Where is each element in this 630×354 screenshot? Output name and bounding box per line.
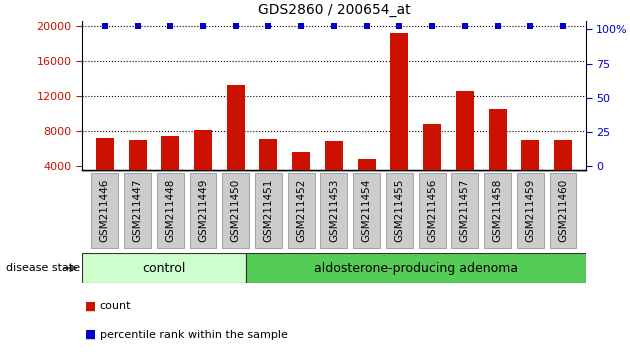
Point	[460, 24, 470, 29]
Point	[362, 24, 372, 29]
FancyBboxPatch shape	[321, 173, 347, 248]
Text: ■: ■	[85, 328, 96, 341]
Text: GSM211460: GSM211460	[558, 179, 568, 242]
Text: GSM211451: GSM211451	[263, 179, 273, 242]
Text: disease state: disease state	[6, 263, 81, 273]
Text: GSM211454: GSM211454	[362, 179, 372, 242]
Bar	[260, 139, 277, 200]
FancyBboxPatch shape	[190, 173, 217, 248]
FancyBboxPatch shape	[353, 173, 380, 248]
Text: GSM211456: GSM211456	[427, 179, 437, 242]
FancyBboxPatch shape	[484, 173, 511, 248]
FancyBboxPatch shape	[255, 173, 282, 248]
FancyBboxPatch shape	[517, 173, 544, 248]
Bar	[391, 33, 408, 200]
Text: GSM211452: GSM211452	[296, 179, 306, 242]
Point	[525, 24, 536, 29]
Bar	[161, 136, 180, 200]
Text: GSM211449: GSM211449	[198, 179, 208, 242]
Text: GSM211450: GSM211450	[231, 179, 241, 242]
Text: GSM211446: GSM211446	[100, 179, 110, 242]
Point	[132, 24, 142, 29]
Bar	[358, 159, 375, 200]
Bar	[227, 85, 244, 200]
Text: GSM211448: GSM211448	[165, 179, 175, 242]
Bar	[423, 124, 441, 200]
Text: GSM211457: GSM211457	[460, 179, 470, 242]
Bar	[292, 153, 310, 200]
Bar	[456, 91, 474, 200]
Text: GSM211455: GSM211455	[394, 179, 404, 242]
Text: GSM211453: GSM211453	[329, 179, 339, 242]
Bar	[82, 253, 246, 283]
Bar	[96, 138, 114, 200]
Text: ■: ■	[85, 300, 96, 313]
FancyBboxPatch shape	[124, 173, 151, 248]
FancyBboxPatch shape	[419, 173, 445, 248]
Title: GDS2860 / 200654_at: GDS2860 / 200654_at	[258, 4, 410, 17]
Point	[100, 24, 110, 29]
Point	[427, 24, 437, 29]
Bar	[246, 253, 586, 283]
Bar	[194, 130, 212, 200]
FancyBboxPatch shape	[222, 173, 249, 248]
Text: count: count	[100, 301, 131, 311]
FancyBboxPatch shape	[386, 173, 413, 248]
Bar	[554, 140, 572, 200]
FancyBboxPatch shape	[91, 173, 118, 248]
Text: aldosterone-producing adenoma: aldosterone-producing adenoma	[314, 262, 518, 275]
Text: percentile rank within the sample: percentile rank within the sample	[100, 330, 287, 339]
Point	[231, 24, 241, 29]
Text: GSM211447: GSM211447	[132, 179, 142, 242]
Point	[329, 24, 339, 29]
Bar	[325, 141, 343, 200]
Point	[394, 24, 404, 29]
FancyBboxPatch shape	[288, 173, 314, 248]
Point	[296, 24, 306, 29]
Point	[165, 24, 175, 29]
Point	[558, 24, 568, 29]
Bar	[521, 140, 539, 200]
Text: GSM211458: GSM211458	[493, 179, 503, 242]
FancyBboxPatch shape	[549, 173, 576, 248]
Point	[493, 24, 503, 29]
Bar	[129, 140, 147, 200]
Text: GSM211459: GSM211459	[525, 179, 536, 242]
FancyBboxPatch shape	[451, 173, 478, 248]
Point	[198, 24, 208, 29]
Point	[263, 24, 273, 29]
FancyBboxPatch shape	[157, 173, 184, 248]
Bar	[488, 109, 507, 200]
Text: control: control	[142, 262, 185, 275]
